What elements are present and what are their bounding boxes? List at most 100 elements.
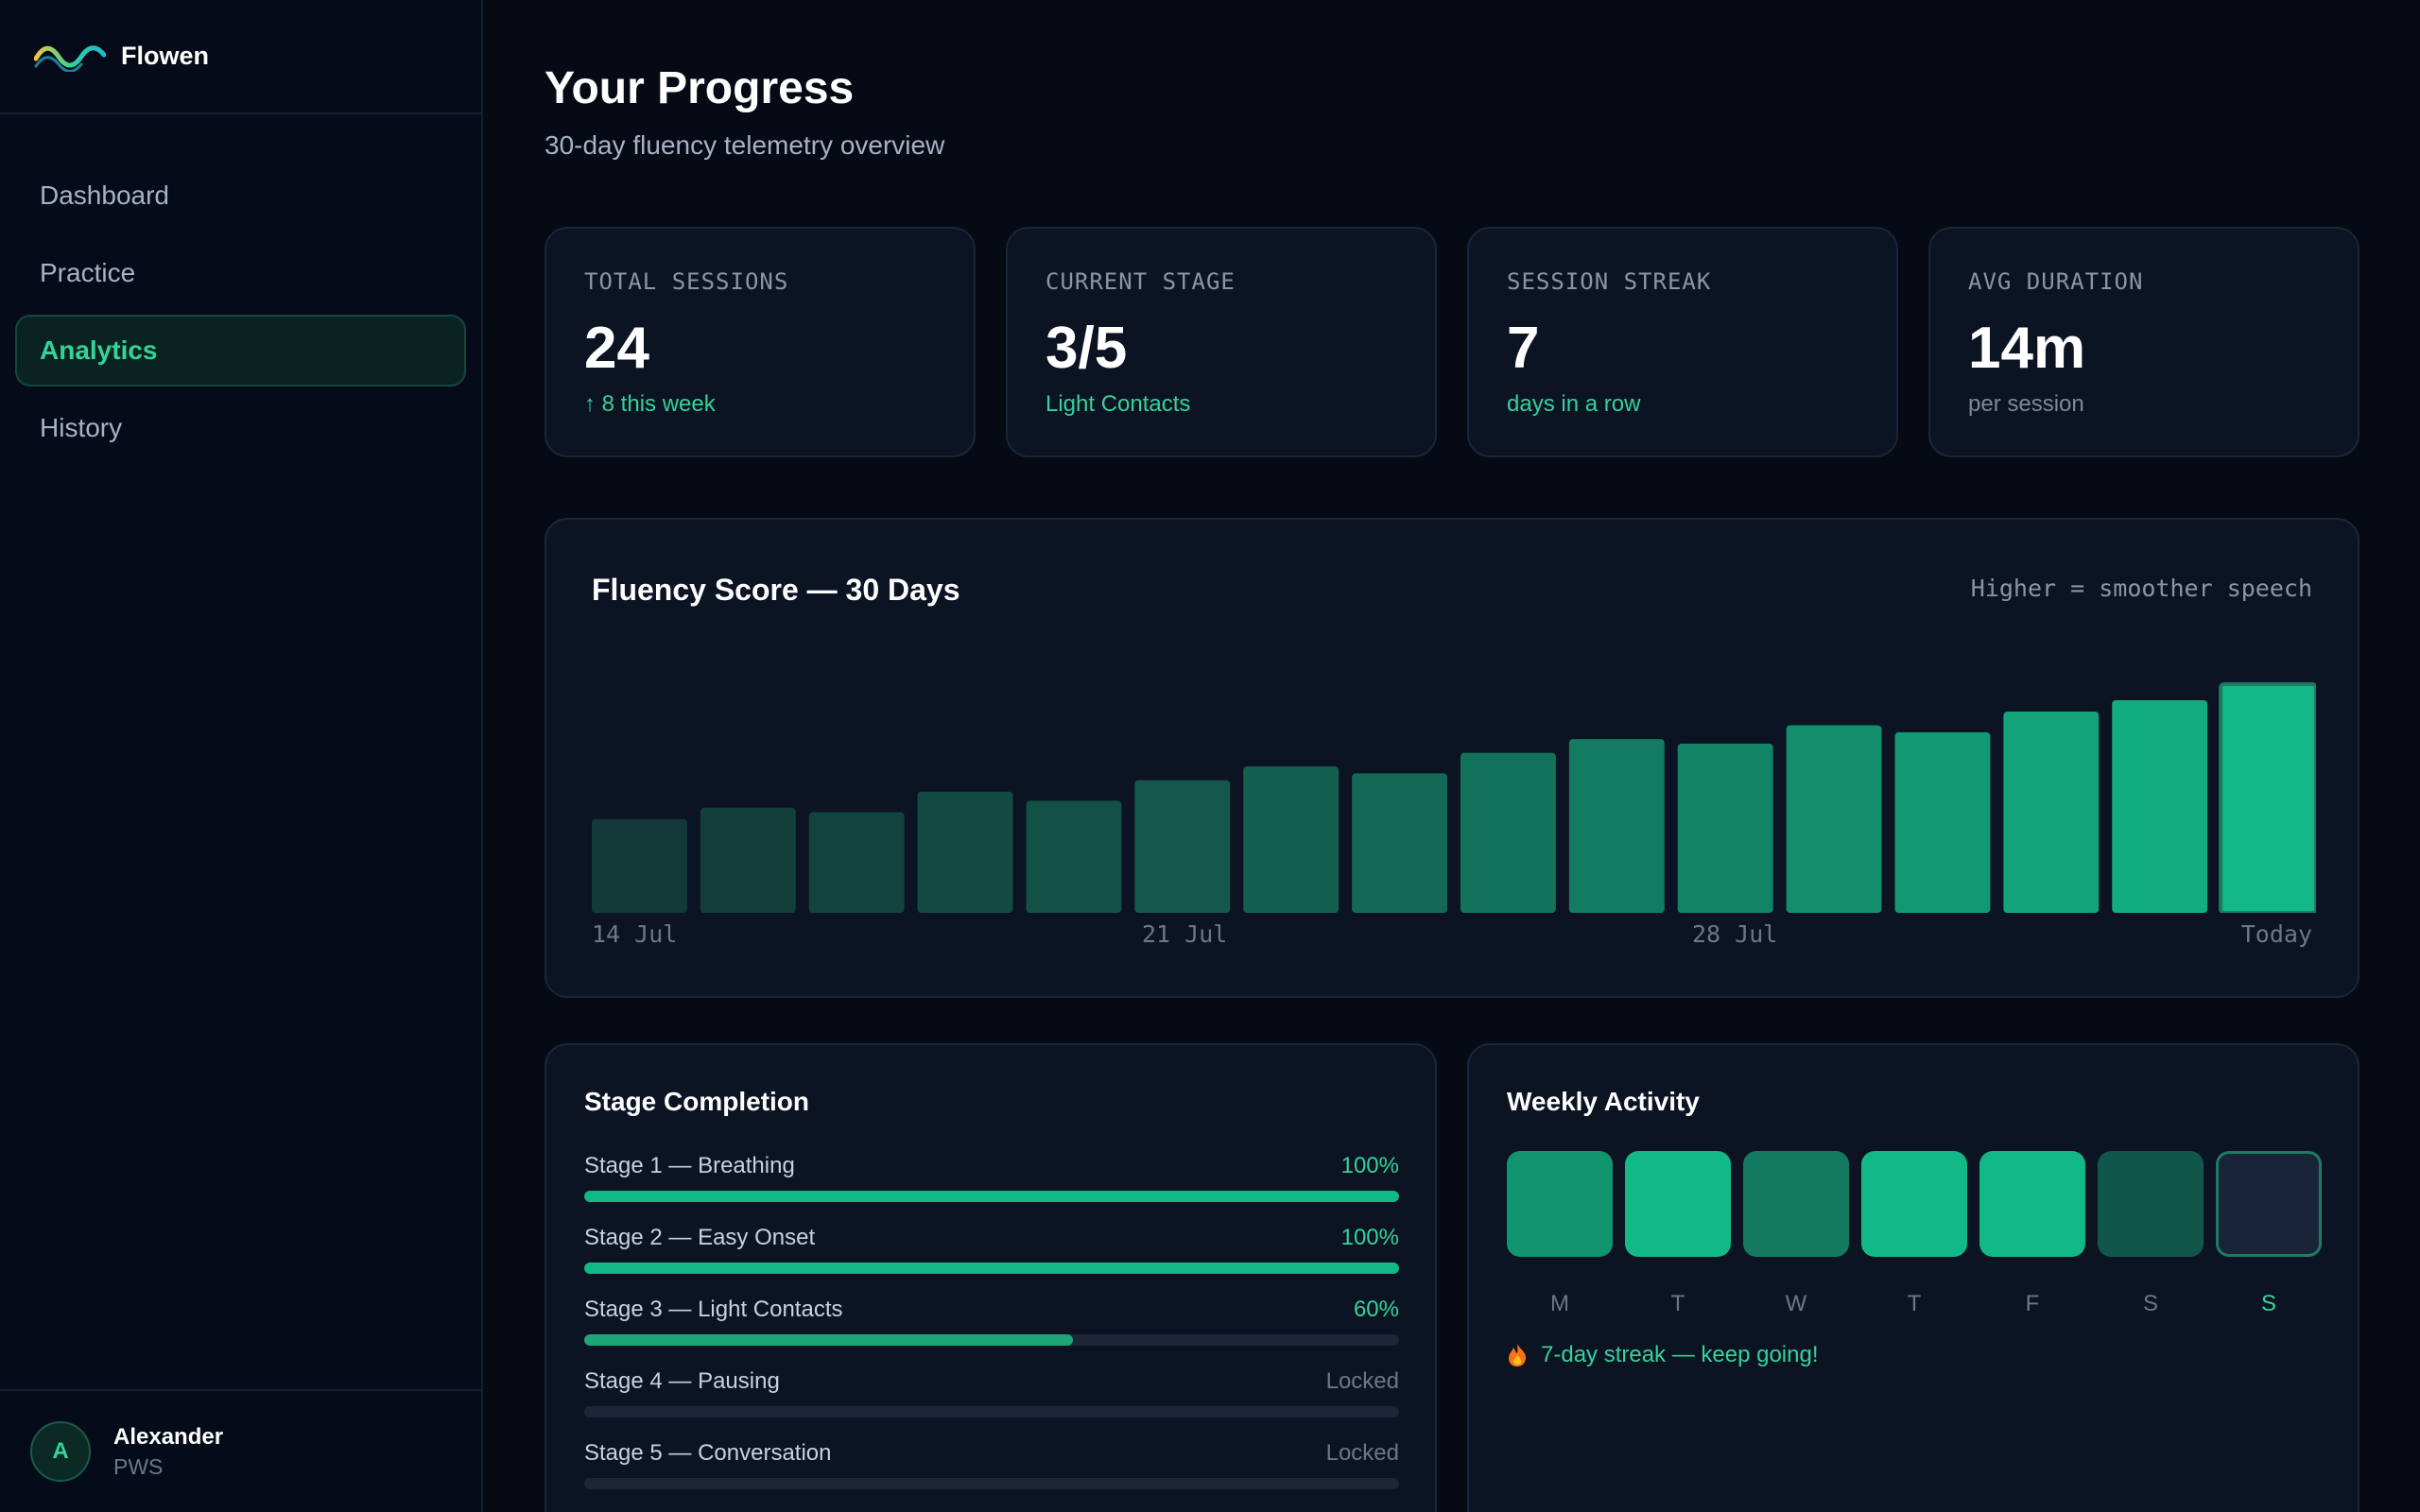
x-tick-label: 28 Jul	[1692, 920, 1778, 948]
stat-label: SESSION STREAK	[1507, 268, 1712, 295]
user-profile[interactable]: A Alexander PWS	[0, 1389, 481, 1512]
chart-bar	[1894, 731, 1991, 913]
stage-progress-fill	[584, 1263, 1399, 1274]
stat-label: CURRENT STAGE	[1046, 268, 1236, 295]
stage-item: Stage 3 — Light Contacts 60%	[584, 1297, 1399, 1346]
chart-bar	[700, 807, 796, 913]
stage-completion-title: Stage Completion	[584, 1087, 810, 1116]
activity-day-label: W	[1785, 1291, 1807, 1316]
streak-text: 7-day streak — keep going!	[1541, 1342, 1819, 1367]
stage-item: Stage 1 — Breathing 100%	[584, 1153, 1399, 1202]
chart-bar	[1677, 743, 1773, 913]
stat-sub: Light Contacts	[1046, 391, 1191, 417]
activity-day-label: M	[1550, 1291, 1569, 1316]
flame-icon	[1509, 1344, 1527, 1366]
chart-bar	[808, 812, 905, 913]
weekly-activity-card: Weekly Activity M T W T F S S 7-day streak — k…	[1467, 1043, 2360, 1512]
stage-status: Locked	[1325, 1440, 1399, 1466]
avatar: A	[30, 1421, 91, 1482]
stage-progress-fill	[584, 1191, 1399, 1202]
activity-day-cell[interactable]	[2098, 1151, 2204, 1257]
stage-item: Stage 4 — Pausing Locked	[584, 1368, 1399, 1418]
stage-progress-track	[584, 1478, 1399, 1489]
activity-day-label: T	[1907, 1291, 1922, 1316]
x-tick-label: Today	[2240, 920, 2312, 948]
stat-card-session-streak: SESSION STREAK 7 days in a row	[1467, 227, 1898, 457]
nav-item-history[interactable]: History	[40, 413, 123, 442]
stat-value: 7	[1507, 316, 1540, 381]
stage-item: Stage 5 — Conversation Locked	[584, 1440, 1399, 1489]
chart-bar	[1134, 780, 1231, 913]
fluency-bar-chart	[592, 682, 2316, 913]
stage-progress-track	[584, 1334, 1399, 1346]
stat-label: AVG DURATION	[1968, 268, 2144, 295]
stat-card-avg-duration: AVG DURATION 14m per session	[1928, 227, 2360, 457]
brand-name: Flowen	[121, 42, 209, 70]
fluency-chart-card: Fluency Score — 30 Days Higher = smoothe…	[544, 518, 2360, 998]
stage-name: Stage 3 — Light Contacts	[584, 1297, 843, 1322]
stat-sub: days in a row	[1507, 391, 1641, 417]
chart-bar	[1786, 725, 1882, 913]
streak-message: 7-day streak — keep going!	[1507, 1342, 1819, 1368]
stat-value: 24	[584, 316, 649, 381]
activity-day-cell[interactable]	[1861, 1151, 1967, 1257]
chart-bar	[2112, 699, 2208, 913]
activity-day-cell[interactable]	[1507, 1151, 1613, 1257]
stat-value: 14m	[1968, 316, 2086, 381]
stage-progress-track	[584, 1406, 1399, 1418]
activity-day-cell[interactable]	[1743, 1151, 1849, 1257]
user-role: PWS	[113, 1453, 164, 1479]
stage-name: Stage 5 — Conversation	[584, 1440, 832, 1466]
stage-status: Locked	[1325, 1368, 1399, 1394]
chart-title: Fluency Score — 30 Days	[592, 573, 960, 607]
weekly-activity-title: Weekly Activity	[1507, 1087, 1700, 1116]
nav-item-analytics[interactable]: Analytics	[15, 315, 466, 387]
stat-card-total-sessions: TOTAL SESSIONS 24 ↑ 8 this week	[544, 227, 976, 457]
stage-name: Stage 1 — Breathing	[584, 1153, 795, 1178]
chart-bar	[1243, 766, 1340, 913]
activity-day-cell[interactable]	[1625, 1151, 1731, 1257]
activity-day-label: T	[1670, 1291, 1685, 1316]
main-nav: Dashboard Practice Analytics History	[0, 114, 481, 464]
stage-status: 100%	[1340, 1225, 1399, 1250]
wave-logo-icon	[34, 44, 106, 72]
chart-bar	[1568, 739, 1665, 913]
stage-completion-card: Stage Completion Stage 1 — Breathing 100…	[544, 1043, 1437, 1512]
stage-status: 100%	[1340, 1153, 1399, 1178]
x-tick-label: 14 Jul	[592, 920, 678, 948]
stat-label: TOTAL SESSIONS	[584, 268, 789, 295]
chart-bar	[592, 818, 687, 913]
stat-value: 3/5	[1046, 316, 1128, 381]
activity-day-label: S	[2260, 1291, 2276, 1316]
chart-bar	[2219, 682, 2316, 913]
page-subtitle: 30-day fluency telemetry overview	[544, 130, 945, 160]
activity-day-cell[interactable]	[2216, 1151, 2322, 1257]
stage-status: 60%	[1353, 1297, 1399, 1322]
nav-item-practice[interactable]: Practice	[40, 258, 136, 287]
stage-progress-track	[584, 1191, 1399, 1202]
page-title: Your Progress	[544, 63, 855, 113]
activity-day-label: S	[2142, 1291, 2158, 1316]
chart-note: Higher = smoother speech	[1970, 575, 2312, 602]
stat-sub: ↑ 8 this week	[584, 391, 716, 417]
sidebar: Flowen Dashboard Practice Analytics Hist…	[0, 0, 483, 1512]
chart-bar	[1026, 800, 1122, 913]
x-tick-label: 21 Jul	[1142, 920, 1228, 948]
stat-sub: per session	[1968, 391, 2084, 417]
chart-bar	[917, 791, 1013, 913]
activity-day-cell[interactable]	[1979, 1151, 2085, 1257]
stage-item: Stage 2 — Easy Onset 100%	[584, 1225, 1399, 1274]
chart-bar	[1352, 773, 1447, 913]
chart-bar	[2003, 712, 2100, 913]
stat-card-current-stage: CURRENT STAGE 3/5 Light Contacts	[1006, 227, 1437, 457]
activity-day-label: F	[2025, 1291, 2040, 1316]
stage-progress-track	[584, 1263, 1399, 1274]
nav-item-dashboard[interactable]: Dashboard	[40, 180, 169, 210]
stage-progress-fill	[584, 1334, 1074, 1346]
stage-name: Stage 2 — Easy Onset	[584, 1225, 816, 1250]
user-info: Alexander PWS	[113, 1424, 223, 1480]
user-name: Alexander	[113, 1423, 224, 1450]
brand[interactable]: Flowen	[0, 0, 481, 114]
stage-name: Stage 4 — Pausing	[584, 1368, 780, 1394]
